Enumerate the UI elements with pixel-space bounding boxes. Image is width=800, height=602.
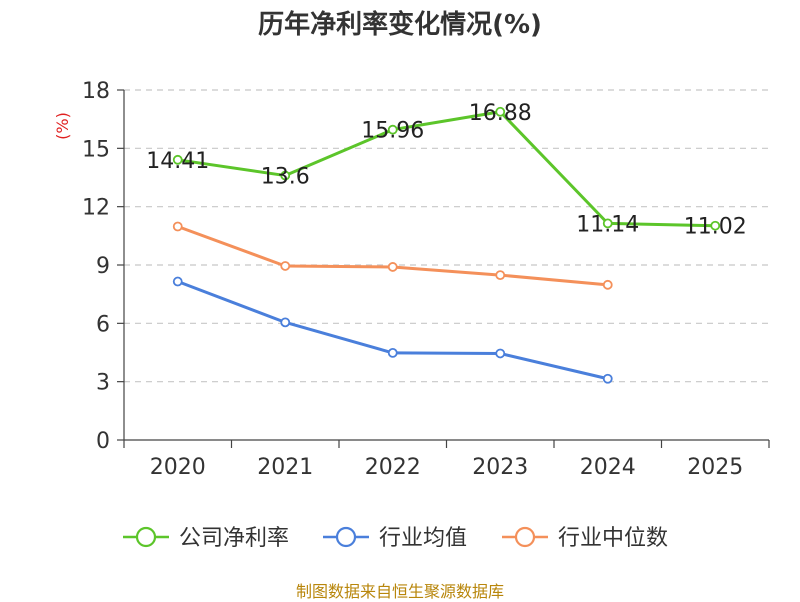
legend-marker-icon: [514, 526, 536, 548]
x-tick-label: 2023: [472, 455, 528, 480]
series-line: [177, 110, 716, 228]
data-point[interactable]: [387, 262, 398, 272]
data-point[interactable]: [172, 221, 183, 232]
data-point[interactable]: [280, 261, 291, 271]
grid-lines: [124, 89, 769, 383]
data-point[interactable]: [710, 220, 721, 231]
data-point[interactable]: [495, 106, 506, 117]
y-axis-label: (%): [53, 112, 72, 140]
data-point[interactable]: [495, 270, 506, 281]
series: [172, 106, 721, 384]
x-tick-label: 2022: [365, 455, 421, 480]
data-point[interactable]: [387, 347, 398, 358]
y-tick-label: 18: [82, 79, 110, 104]
data-label: 14.41: [146, 149, 209, 174]
legend-label: 行业中位数: [558, 526, 668, 551]
chart-title: 历年净利率变化情况(%): [258, 10, 542, 40]
legend-item[interactable]: 行业中位数: [502, 526, 668, 551]
series-line: [177, 280, 609, 381]
y-tick-label: 15: [82, 137, 110, 162]
legend-marker-icon: [135, 526, 157, 548]
y-tick-label: 6: [96, 312, 110, 337]
y-tick-label: 9: [96, 254, 110, 279]
data-point[interactable]: [172, 276, 183, 287]
data-point[interactable]: [280, 317, 291, 328]
legend-label: 公司净利率: [179, 526, 289, 551]
y-tick-label: 3: [96, 371, 110, 396]
source-note: 制图数据来自恒生聚源数据库: [295, 582, 504, 601]
x-tick-label: 2025: [687, 455, 743, 480]
data-labels: 14.41 13.6 15.96 16.88 11.14 11.02: [146, 101, 746, 240]
data-point[interactable]: [495, 348, 506, 359]
legend-marker-icon: [335, 526, 357, 548]
series-line: [177, 225, 608, 287]
x-tick-label: 2020: [150, 455, 206, 480]
data-point[interactable]: [172, 154, 183, 165]
y-tick-label: 12: [82, 196, 110, 221]
data-point[interactable]: [280, 170, 291, 181]
legend-item[interactable]: 公司净利率: [123, 526, 289, 551]
legend-label: 行业均值: [379, 526, 467, 551]
x-tick-label: 2021: [257, 455, 313, 480]
data-point[interactable]: [387, 124, 398, 135]
data-label: 11.02: [684, 215, 747, 240]
data-label: 15.96: [361, 119, 424, 144]
data-label: 16.88: [469, 101, 532, 126]
data-label: 13.6: [261, 165, 310, 190]
legend-item[interactable]: 行业均值: [323, 526, 467, 551]
data-point[interactable]: [602, 279, 613, 290]
x-tick-label: 2024: [580, 455, 636, 480]
data-point[interactable]: [602, 373, 613, 384]
axes: 0 3 6 9 12 15 18 2020 2021 2022 2023 2024 2025: [82, 79, 770, 480]
y-tick-label: 0: [96, 429, 110, 454]
legend: 公司净利率 行业均值 行业中位数: [123, 526, 668, 551]
data-point[interactable]: [602, 218, 613, 229]
data-label: 11.14: [576, 212, 639, 237]
